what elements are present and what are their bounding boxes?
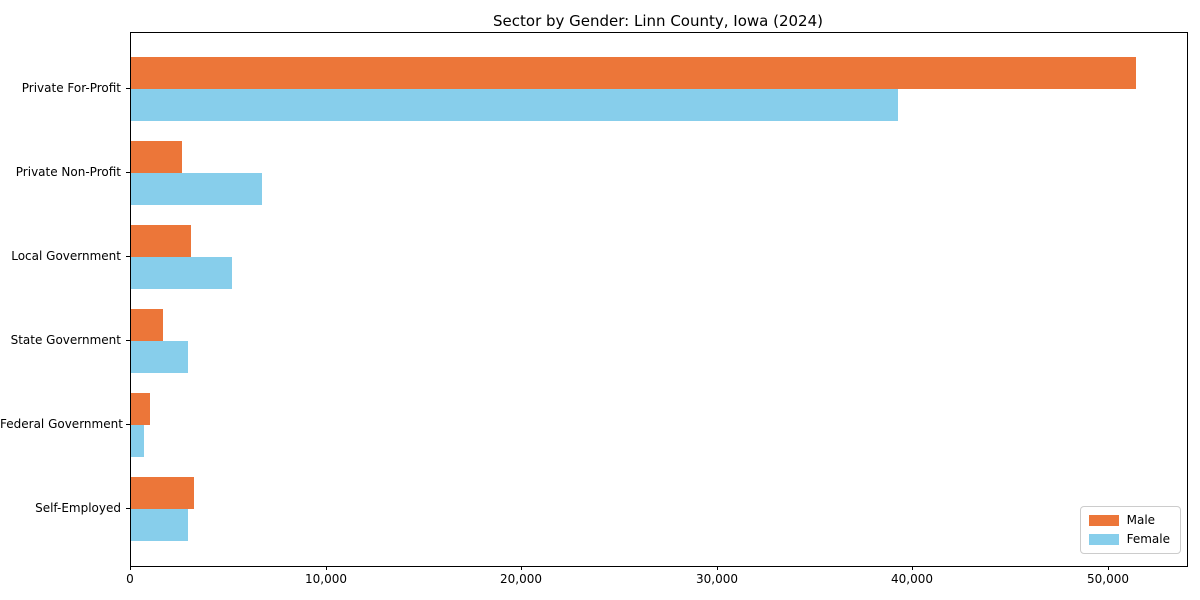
x-tick-mark	[912, 566, 913, 570]
plot-area: Male Female	[130, 32, 1188, 567]
x-tick-mark	[326, 566, 327, 570]
chart-title: Sector by Gender: Linn County, Iowa (202…	[493, 12, 823, 30]
y-tick-label: Self-Employed	[35, 501, 121, 515]
y-tick-label: State Government	[10, 333, 121, 347]
y-tick-label: Private Non-Profit	[15, 165, 121, 179]
legend: Male Female	[1079, 506, 1181, 554]
bar-male-0	[131, 57, 1136, 89]
bar-male-1	[131, 141, 182, 173]
legend-item-male: Male	[1088, 513, 1170, 527]
x-tick-label: 10,000	[305, 572, 347, 586]
bar-male-5	[131, 477, 194, 509]
y-tick-label: Private For-Profit	[21, 81, 121, 95]
legend-label: Female	[1126, 532, 1170, 546]
y-tick-mark	[126, 256, 130, 257]
bar-female-2	[131, 257, 232, 289]
y-tick-mark	[126, 340, 130, 341]
y-tick-mark	[126, 172, 130, 173]
bar-female-0	[131, 89, 898, 121]
y-tick-mark	[126, 424, 130, 425]
legend-item-female: Female	[1088, 532, 1170, 546]
x-tick-mark	[521, 566, 522, 570]
x-tick-label: 20,000	[500, 572, 542, 586]
y-tick-mark	[126, 88, 130, 89]
bar-male-4	[131, 393, 150, 425]
x-tick-mark	[130, 566, 131, 570]
x-tick-mark	[717, 566, 718, 570]
x-tick-label: 0	[126, 572, 134, 586]
legend-swatch-male	[1088, 515, 1119, 526]
y-tick-label: Local Government	[11, 249, 121, 263]
bar-female-5	[131, 509, 188, 541]
x-tick-mark	[1108, 566, 1109, 570]
bar-male-2	[131, 225, 191, 257]
y-tick-label: Federal Government	[0, 417, 123, 431]
x-tick-label: 50,000	[1087, 572, 1129, 586]
bar-female-3	[131, 341, 188, 373]
legend-swatch-female	[1088, 534, 1119, 545]
y-tick-mark	[126, 508, 130, 509]
bar-female-1	[131, 173, 262, 205]
x-tick-label: 30,000	[696, 572, 738, 586]
legend-label: Male	[1126, 513, 1156, 527]
bar-female-4	[131, 425, 144, 457]
bar-male-3	[131, 309, 163, 341]
x-tick-label: 40,000	[891, 572, 933, 586]
